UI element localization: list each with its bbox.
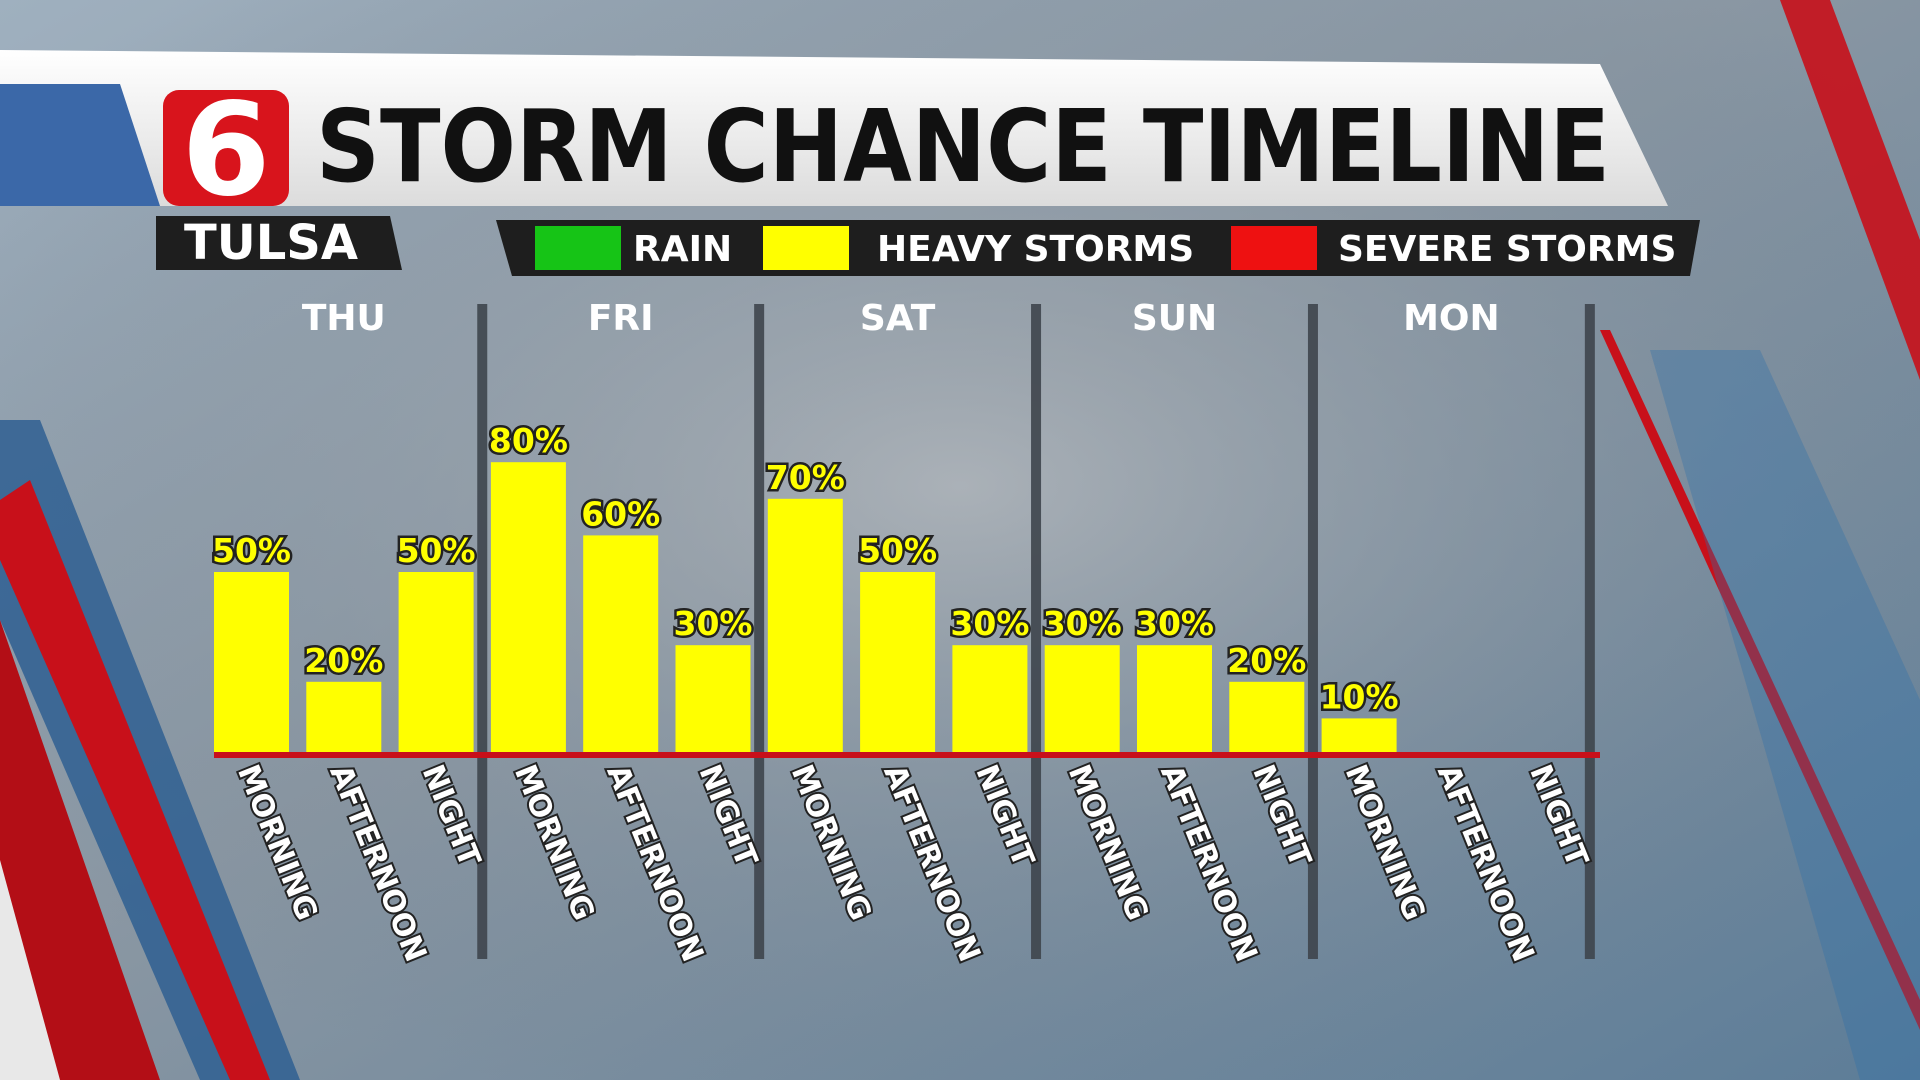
legend-label: SEVERE STORMS (1338, 229, 1676, 270)
bar (583, 535, 659, 755)
header-band (0, 50, 1668, 206)
location-box (156, 216, 402, 270)
logo: 6 (181, 76, 270, 225)
value-label: 50% (212, 531, 291, 570)
value-label: 10% (1320, 677, 1399, 716)
bar (490, 462, 566, 755)
value-label: 30% (950, 604, 1029, 643)
stripe (0, 860, 60, 1080)
chart-title: STORM CHANCE TIMELINE (316, 88, 1610, 205)
bar (306, 681, 382, 755)
day-label: SUN (1132, 298, 1217, 339)
day-label: THU (302, 298, 386, 339)
bar (1229, 681, 1305, 755)
baseline (214, 752, 1600, 758)
day-separator (1307, 304, 1318, 959)
logo-box (163, 90, 289, 206)
value-label: 30% (1043, 604, 1122, 643)
legend-label: HEAVY STORMS (877, 229, 1194, 270)
bar (1321, 718, 1397, 755)
value-label: 60% (581, 494, 660, 533)
value-label: 50% (397, 531, 476, 570)
stripe (0, 620, 160, 1080)
legend-swatch (535, 226, 621, 270)
bar (398, 572, 474, 755)
value-label: 80% (489, 421, 568, 460)
bar (675, 645, 751, 755)
day-separator (477, 304, 488, 959)
bar (767, 498, 843, 755)
day-label: FRI (588, 298, 654, 339)
stripe (1780, 0, 1920, 380)
location: TULSA (184, 215, 358, 271)
bar (1044, 645, 1120, 755)
value-label: 30% (674, 604, 753, 643)
stripe (1650, 350, 1920, 1080)
day-label: SAT (860, 298, 936, 339)
value-label: 30% (1135, 604, 1214, 643)
day-separator (1031, 304, 1042, 959)
bar (1137, 645, 1212, 755)
legend-label: RAIN (633, 229, 732, 270)
day-label: MON (1403, 298, 1500, 339)
stripe (0, 420, 300, 1080)
value-label: 20% (1227, 641, 1306, 680)
legend-swatch (1231, 226, 1317, 270)
value-label: 50% (858, 531, 937, 570)
legend-swatch (763, 226, 849, 270)
day-separator (754, 304, 765, 959)
bar (860, 572, 936, 755)
header-accent (0, 84, 160, 206)
value-label: 70% (766, 458, 845, 497)
stripe (0, 480, 270, 1080)
stripe (1600, 330, 1920, 1030)
day-separator (1584, 304, 1595, 959)
bar (214, 572, 289, 755)
bar (952, 645, 1028, 755)
value-label: 20% (304, 641, 383, 680)
